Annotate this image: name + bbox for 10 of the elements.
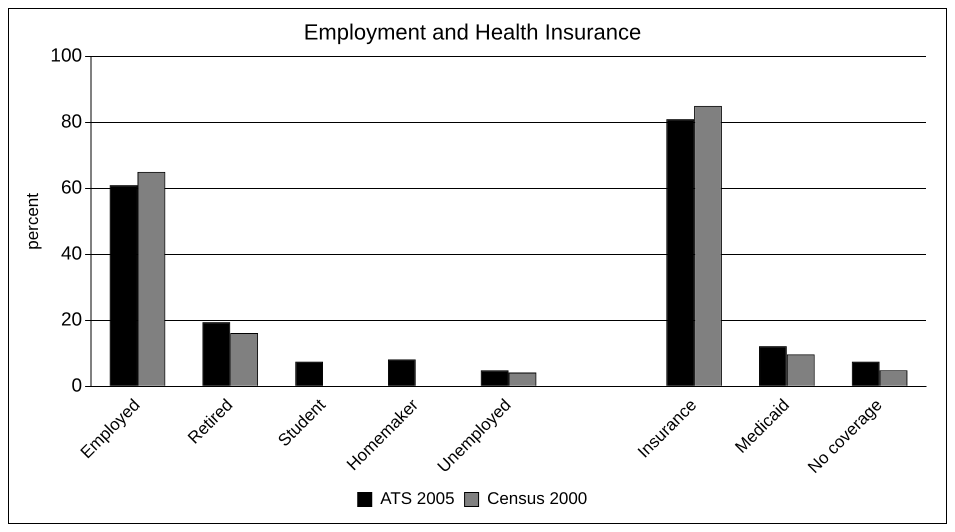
chart-title: Employment and Health Insurance	[304, 19, 642, 44]
y-tick-label: 0	[72, 376, 82, 397]
legend-label: Census 2000	[487, 489, 588, 508]
y-tick-label: 20	[60, 310, 82, 331]
y-axis-title: percent	[22, 192, 42, 250]
y-tick-label: 40	[60, 244, 82, 265]
y-tick-label: 80	[60, 112, 82, 133]
y-tick-label: 60	[60, 178, 82, 199]
legend-label: ATS 2005	[380, 489, 455, 508]
y-tick-label: 100	[50, 46, 82, 67]
